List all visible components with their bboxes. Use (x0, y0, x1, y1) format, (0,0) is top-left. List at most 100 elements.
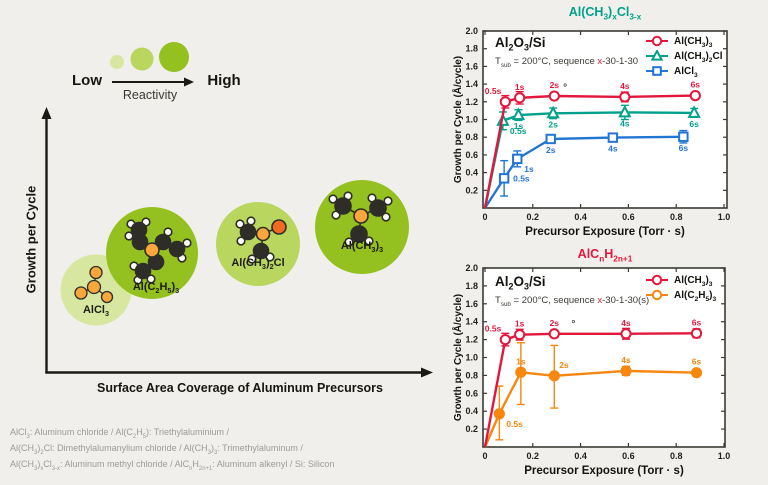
dimethylaluminum-chloride-molecule-icon (235, 216, 287, 264)
legend-label: Al(CH3)2Cl (674, 50, 723, 64)
reactivity-caption: Reactivity (122, 88, 178, 102)
substrate-annotation: Al2O3/Si (495, 35, 546, 53)
conditions-annotation: Tsub = 200°C, sequence x-30-1-30(s) (495, 295, 650, 308)
legend-marker-icon (646, 66, 668, 76)
y-tick-label: 0.8 (465, 132, 478, 142)
data-point (548, 370, 560, 382)
y-tick-label: 1.2 (465, 335, 478, 345)
molecule-label-alcl3: AlCl3 (82, 304, 110, 319)
data-point (650, 50, 664, 61)
point-time-label: 2s (548, 119, 558, 129)
footnote-line: AlCl3: Aluminum chloride / Al(C2H5): Tri… (10, 427, 230, 440)
x-tick-label: 0.2 (527, 212, 540, 222)
chart-legend: Al(CH3)3 Al(C2H5)3 (645, 274, 717, 303)
point-time-label: 1s (515, 82, 525, 92)
y-tick-label: 0.8 (465, 370, 478, 380)
data-point (498, 173, 510, 184)
diagram-y-axis-label: Growth per Cycle (23, 185, 39, 294)
point-time-label: 0.5s (485, 86, 502, 96)
data-point (607, 132, 619, 143)
plot-canvas-2: 0 0.2 0.4 0.6 0.8 1.0 0.2 0.4 0.6 0.8 1.0 1.2 1.4 1.6… (451, 263, 730, 477)
point-time-label: 2s (550, 80, 560, 90)
legend-item: Al(CH3)2Cl (645, 50, 723, 64)
axis-ticks: 0 0.2 0.4 0.6 0.8 1.0 0.2 0.4 0.6 0.8 1.0 1.2 1.4 1.6… (465, 26, 730, 222)
data-point (512, 153, 523, 165)
stray-mark: ° (563, 82, 567, 93)
x-tick-label: 0.8 (670, 451, 683, 461)
x-tick-label: 0.2 (527, 451, 540, 461)
y-tick-label: 1.4 (465, 79, 478, 89)
point-time-label: 4s (620, 118, 630, 128)
y-tick-label: 0.4 (465, 406, 478, 416)
y-tick-label: 2.0 (465, 26, 478, 36)
data-point (511, 107, 526, 121)
x-tick-label: 0 (482, 451, 487, 461)
data-point (620, 328, 632, 340)
point-time-label: 4s (620, 81, 630, 91)
y-axis-label: Growth per Cycle (Å/cycle) (451, 56, 464, 183)
data-point (651, 274, 663, 286)
point-time-label: 2s (550, 318, 560, 328)
y-tick-label: 1.4 (465, 317, 478, 327)
concept-diagram-canvas (41, 42, 433, 378)
y-tick-label: 1.2 (465, 97, 478, 107)
data-point (548, 90, 560, 102)
point-time-label: 1s (516, 356, 526, 366)
legend-marker-icon (646, 50, 668, 61)
reactivity-high-label: High (207, 72, 241, 89)
chart-methyl-chloride-series: 0 0.2 0.4 0.6 0.8 1.0 0.2 0.4 0.6 0.8 1.0 1.2 1.4 1.6… (448, 4, 768, 246)
point-time-label: 0.5s (506, 419, 523, 429)
stray-mark: ° (571, 319, 575, 330)
legend-label: Al(C2H5)3 (674, 289, 717, 303)
point-time-label: 4s (621, 355, 631, 365)
x-tick-label: 0 (482, 212, 487, 222)
footnote-block: AlCl3: Aluminum chloride / Al(C2H5): Tri… (10, 424, 450, 472)
y-tick-label: 1.0 (465, 115, 478, 125)
point-time-label: 6s (679, 143, 689, 153)
concept-diagram: Low High Reactivity Growth per Cycle Sur… (10, 42, 450, 472)
data-point (651, 35, 663, 47)
footnote-line: Al(CH3)xCl3-x: Aluminum methyl chloride … (10, 459, 335, 472)
data-point (548, 328, 560, 340)
substrate-annotation: Al2O3/Si (495, 274, 546, 292)
x-axis-label: Precursor Exposure (Torr · s) (524, 465, 684, 477)
data-point (651, 289, 663, 301)
reactivity-scale-icon (110, 42, 189, 72)
y-tick-label: 0.2 (465, 424, 478, 434)
reactivity-low-label: Low (72, 72, 102, 89)
footnote-line: Al(CH3)2Cl: Dimethylalumanylium chloride… (10, 443, 303, 456)
plot-area (482, 267, 726, 448)
conditions-annotation: Tsub = 200°C, sequence x-30-1-30 (495, 56, 639, 69)
y-tick-label: 0.2 (465, 185, 478, 195)
molecule-label-alch33: Al(CH3)3 (340, 240, 384, 255)
x-tick-label: 1.0 (718, 212, 731, 222)
y-tick-label: 1.6 (465, 61, 478, 71)
legend-marker-icon (646, 274, 668, 286)
data-point (690, 327, 703, 339)
legend-item: AlCl3 (645, 65, 722, 79)
x-tick-label: 0.8 (670, 212, 683, 222)
legend-label: AlCl3 (674, 65, 698, 79)
point-time-label: 1s (515, 319, 525, 329)
triethylaluminium-molecule-icon (124, 217, 192, 285)
y-tick-label: 2.0 (465, 263, 478, 273)
y-tick-label: 1.8 (465, 44, 478, 54)
data-point (618, 104, 632, 118)
data-point (652, 66, 662, 76)
y-tick-label: 0.4 (465, 168, 478, 178)
y-axis-label: Growth per Cycle (Å/cycle) (451, 294, 464, 421)
alcl3-molecule-icon (74, 265, 114, 304)
point-time-label: 0.5s (510, 126, 527, 136)
point-time-label: 1s (524, 164, 534, 174)
legend-marker-icon (646, 35, 668, 47)
data-point (687, 105, 701, 118)
point-time-label: 2s (559, 360, 569, 370)
data-point (515, 366, 527, 378)
legend-label: Al(CH3)3 (674, 274, 713, 288)
chart-title: AlCnH2n+1 (577, 247, 633, 264)
x-axis-label: Precursor Exposure (Torr · s) (525, 226, 685, 238)
chart-alkyl-series: 0 0.2 0.4 0.6 0.8 1.0 0.2 0.4 0.6 0.8 1.0 1.2 1.4 1.6… (448, 246, 768, 485)
